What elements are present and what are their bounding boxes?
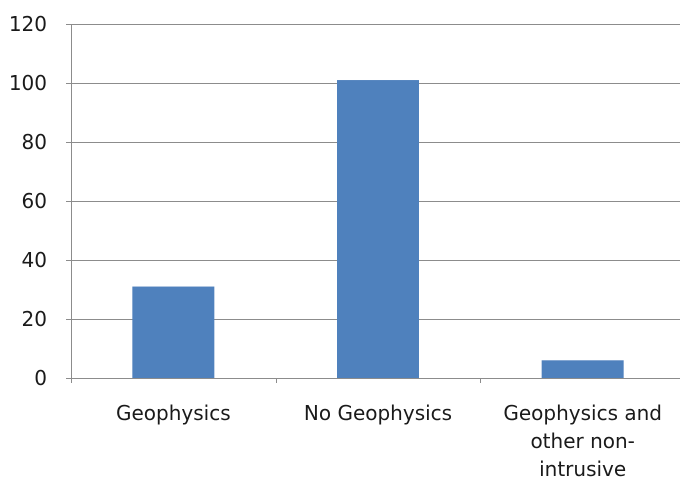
y-tick-label: 40 bbox=[22, 248, 47, 272]
x-category-label-line: Geophysics bbox=[116, 401, 231, 425]
bars bbox=[132, 80, 624, 379]
x-category-label-line: Geophysics and bbox=[503, 401, 662, 425]
y-tick-label: 20 bbox=[22, 307, 47, 331]
x-category-label-line: other non- bbox=[530, 429, 634, 453]
y-tick-label: 100 bbox=[9, 71, 47, 95]
y-tick-label: 60 bbox=[22, 189, 47, 213]
bar-1 bbox=[337, 80, 419, 379]
x-category-label-line: intrusive bbox=[539, 457, 626, 481]
bar-2 bbox=[541, 360, 624, 378]
y-tick-label: 80 bbox=[22, 130, 47, 154]
bar-0 bbox=[132, 286, 215, 378]
axes bbox=[66, 24, 680, 383]
x-category-label-line: No Geophysics bbox=[304, 401, 452, 425]
x-category-label: Geophysics and other non-intrusive bbox=[503, 401, 662, 481]
y-tick-labels: 0 20 40 60 80 100 120 bbox=[9, 12, 47, 390]
x-category-labels: Geophysics No Geophysics Geophysics and oth… bbox=[116, 401, 662, 481]
x-category-label: No Geophysics bbox=[304, 401, 452, 425]
x-category-label: Geophysics bbox=[116, 401, 231, 425]
y-tick-label: 120 bbox=[9, 12, 47, 36]
y-tick-label: 0 bbox=[34, 366, 47, 390]
